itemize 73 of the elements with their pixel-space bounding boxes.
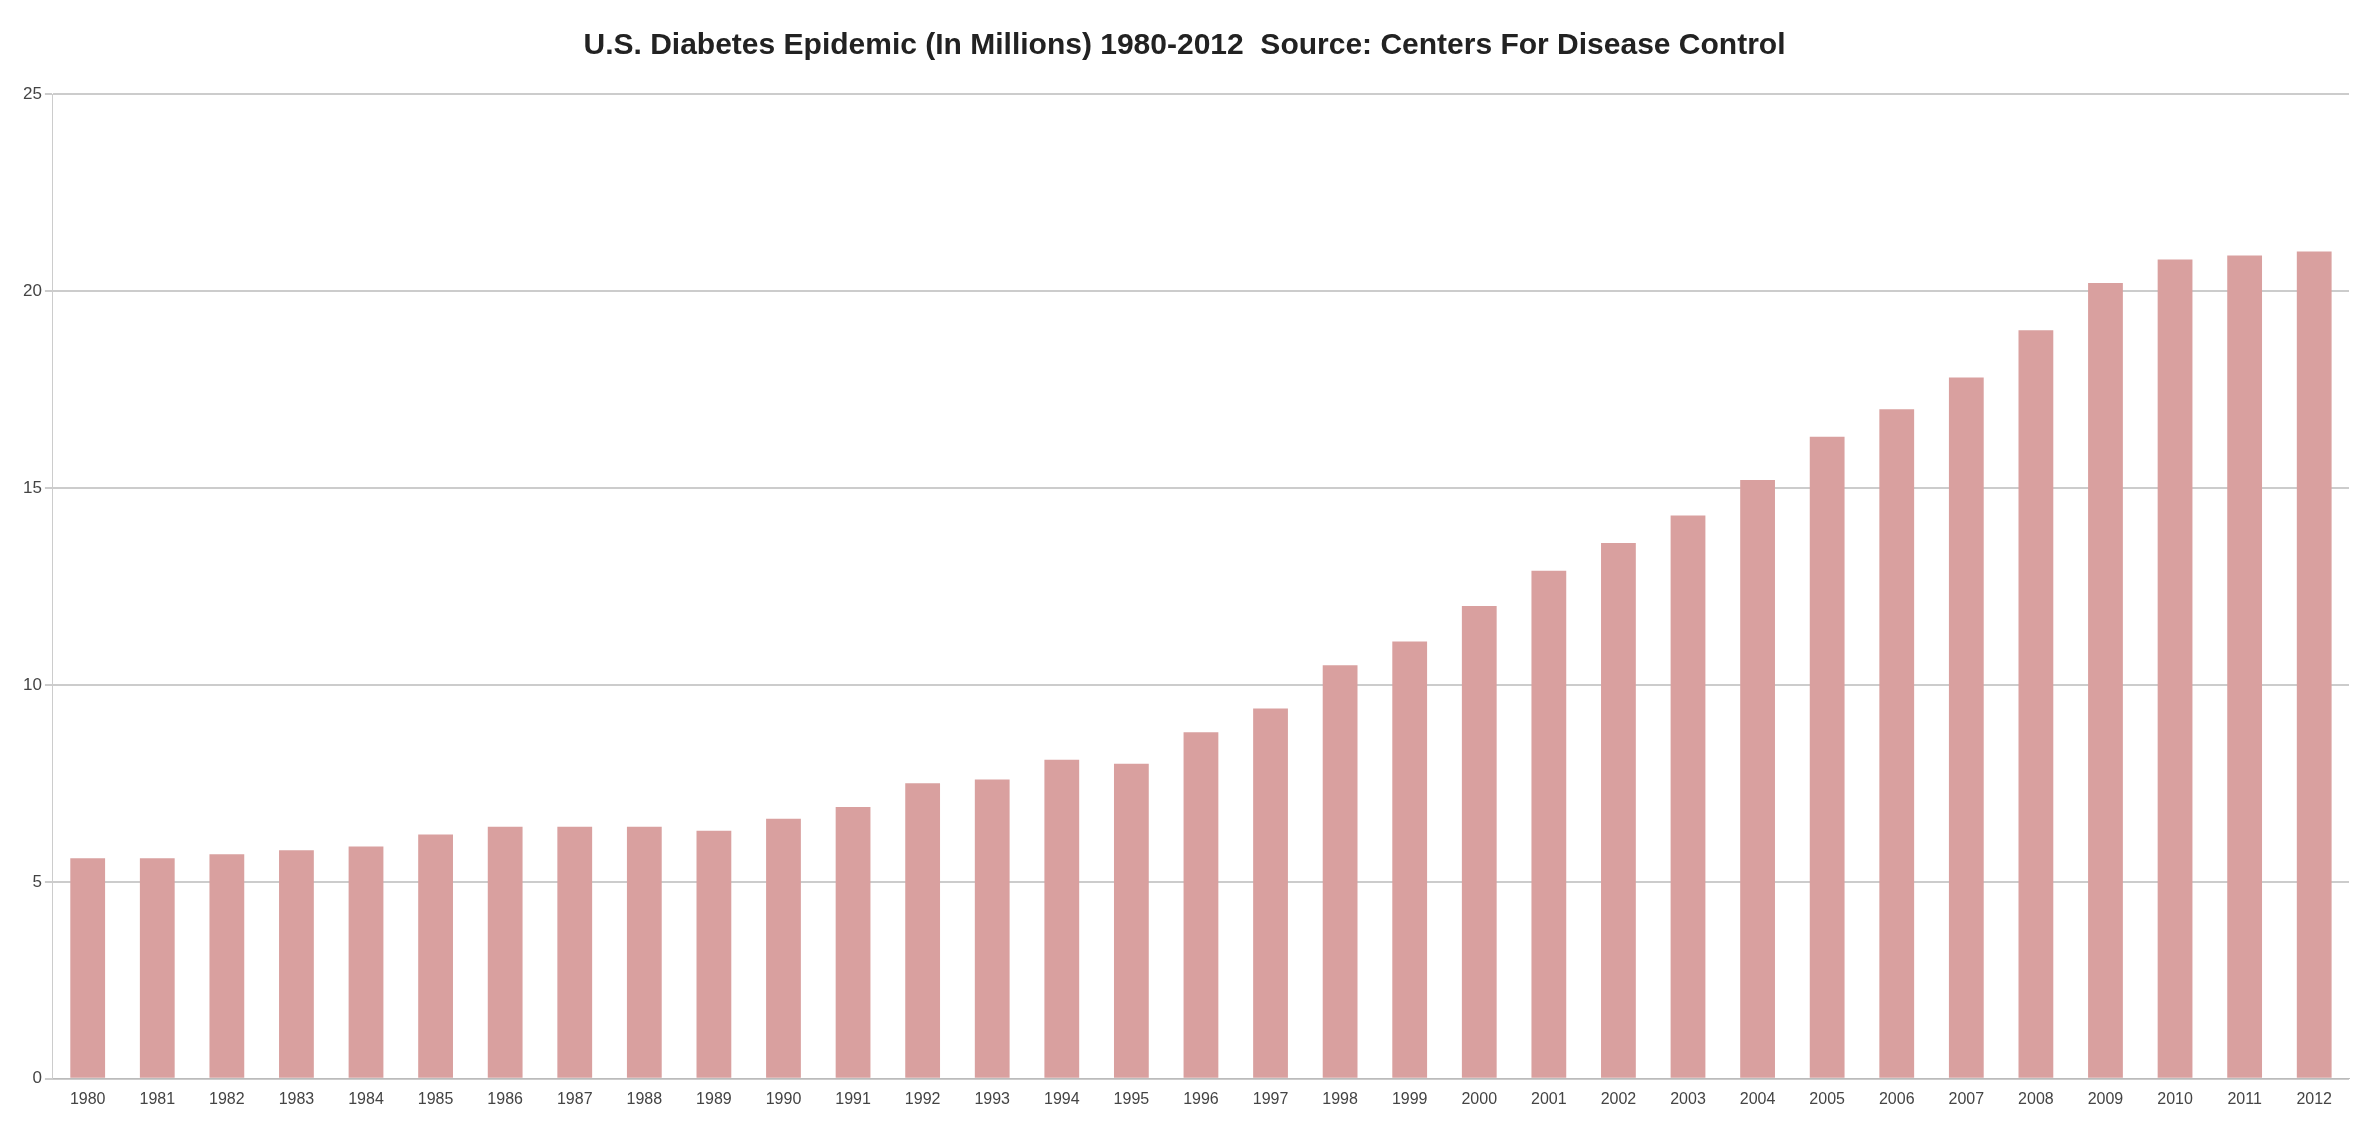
bar <box>70 858 106 1078</box>
bar <box>1601 543 1636 1078</box>
x-tick-label: 1984 <box>348 1089 384 1107</box>
x-tick-label: 1992 <box>904 1089 941 1107</box>
bar <box>1531 570 1567 1078</box>
x-tick-label: 1993 <box>974 1089 1011 1107</box>
x-tick-label: 2003 <box>1670 1089 1706 1107</box>
bar <box>835 807 871 1078</box>
x-tick-label: 1996 <box>1183 1089 1219 1107</box>
y-tick-label: 15 <box>22 477 42 497</box>
bar <box>2157 259 2193 1078</box>
x-tick-label: 1983 <box>278 1089 315 1107</box>
bar <box>1392 641 1428 1078</box>
y-tick-label: 20 <box>22 280 42 300</box>
bar <box>348 846 384 1078</box>
x-tick-label: 1994 <box>1044 1089 1080 1107</box>
bar <box>2227 255 2263 1078</box>
bar <box>1948 377 1984 1078</box>
x-tick-label: 2007 <box>1948 1089 1985 1107</box>
x-tick-label: 1997 <box>1252 1089 1289 1107</box>
x-tick-label: 2009 <box>2087 1089 2124 1107</box>
bar <box>139 858 175 1078</box>
bar <box>2296 251 2332 1078</box>
y-tick-label: 25 <box>22 83 42 103</box>
bar <box>905 783 941 1078</box>
bar <box>626 826 662 1078</box>
bar <box>1670 515 1706 1078</box>
y-tick-label: 5 <box>32 871 42 891</box>
x-tick-label: 1998 <box>1322 1089 1359 1107</box>
x-tick-label: 2001 <box>1531 1089 1567 1107</box>
bar <box>696 830 732 1078</box>
x-tick-label: 1990 <box>765 1089 802 1107</box>
x-tick-label: 1988 <box>626 1089 663 1107</box>
bar <box>209 854 245 1078</box>
bar <box>766 818 801 1078</box>
x-tick-label: 1999 <box>1391 1089 1428 1107</box>
x-tick-label: 2012 <box>2296 1089 2333 1107</box>
x-tick-label: 1989 <box>696 1089 732 1107</box>
bar <box>487 826 523 1078</box>
x-tick-label: 1986 <box>487 1089 524 1107</box>
x-tick-label: 1980 <box>69 1089 106 1107</box>
x-tick-label: 2011 <box>2227 1089 2262 1107</box>
bar <box>1183 732 1219 1078</box>
x-tick-label: 1981 <box>139 1089 176 1107</box>
y-tick-label: 10 <box>22 674 42 694</box>
bar <box>2088 283 2123 1078</box>
x-tick-label: 1987 <box>556 1089 593 1107</box>
bar <box>1809 436 1845 1078</box>
x-tick-label: 1985 <box>417 1089 454 1107</box>
bar <box>1461 606 1497 1078</box>
bar <box>1740 480 1775 1078</box>
x-tick-label: 2000 <box>1461 1089 1498 1107</box>
x-tick-label: 2008 <box>2018 1089 2054 1107</box>
chart-title: U.S. Diabetes Epidemic (In Millions) 1980-2012 Source: Centers For Disease Control <box>583 27 1786 61</box>
bar <box>974 779 1010 1078</box>
x-tick-label: 2004 <box>1739 1089 1776 1107</box>
y-tick-label: 0 <box>32 1068 42 1088</box>
bar <box>418 834 453 1078</box>
x-tick-label: 1982 <box>209 1089 245 1107</box>
bar <box>1879 409 1915 1078</box>
bar <box>557 826 593 1078</box>
x-tick-label: 2006 <box>1878 1089 1915 1107</box>
bar <box>2018 330 2054 1078</box>
x-tick-label: 2010 <box>2157 1089 2193 1107</box>
bar <box>1113 763 1149 1078</box>
bar <box>1253 708 1288 1078</box>
x-tick-label: 2002 <box>1600 1089 1637 1107</box>
x-tick-label: 2005 <box>1809 1089 1846 1107</box>
x-tick-label: 1995 <box>1113 1089 1150 1107</box>
x-tick-label: 1991 <box>835 1089 871 1107</box>
bar <box>1322 665 1358 1078</box>
bar <box>1044 759 1080 1078</box>
bar <box>279 850 314 1078</box>
